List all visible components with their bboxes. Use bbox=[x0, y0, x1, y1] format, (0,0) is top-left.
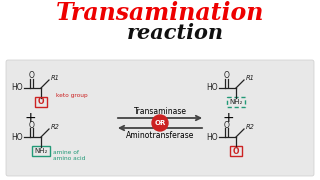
Text: NH₂: NH₂ bbox=[34, 148, 48, 154]
Bar bbox=[230, 146, 242, 156]
Text: keto group: keto group bbox=[56, 93, 88, 98]
Circle shape bbox=[152, 115, 168, 131]
Text: R2: R2 bbox=[246, 124, 255, 130]
Text: amino acid: amino acid bbox=[53, 156, 85, 161]
Text: OR: OR bbox=[154, 120, 166, 126]
Text: HO: HO bbox=[206, 84, 218, 93]
Text: HO: HO bbox=[12, 132, 23, 141]
FancyBboxPatch shape bbox=[6, 60, 314, 176]
Text: HO: HO bbox=[206, 132, 218, 141]
Bar bbox=[35, 97, 47, 107]
Text: +: + bbox=[24, 111, 36, 125]
Text: R1: R1 bbox=[51, 75, 60, 81]
Text: +: + bbox=[222, 111, 234, 125]
Text: O: O bbox=[233, 147, 239, 156]
Text: R1: R1 bbox=[246, 75, 255, 81]
Text: Transamination: Transamination bbox=[56, 1, 264, 25]
Text: O: O bbox=[28, 120, 35, 129]
Text: NH₂: NH₂ bbox=[229, 99, 243, 105]
Text: Aminotransferase: Aminotransferase bbox=[126, 132, 194, 141]
Text: O: O bbox=[224, 120, 229, 129]
Text: amine of: amine of bbox=[53, 150, 79, 154]
Text: O: O bbox=[224, 71, 229, 80]
Text: R2: R2 bbox=[51, 124, 60, 130]
Text: reaction: reaction bbox=[126, 23, 223, 43]
Text: O: O bbox=[28, 71, 35, 80]
Bar bbox=[32, 146, 50, 156]
Text: O: O bbox=[38, 98, 44, 107]
Bar bbox=[227, 97, 245, 107]
Text: HO: HO bbox=[12, 84, 23, 93]
Text: Transaminase: Transaminase bbox=[133, 107, 187, 116]
